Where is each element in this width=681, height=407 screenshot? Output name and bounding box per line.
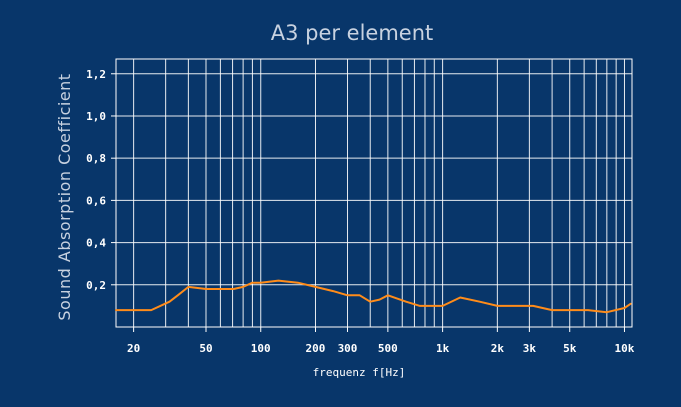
x-tick-label: 500 [378, 342, 398, 355]
x-tick-label: 100 [251, 342, 271, 355]
y-axis-ticks: 0,2 0,4 0,6 0,8 1,0 1,2 [86, 68, 116, 292]
y-tick-label: 0,6 [86, 194, 106, 207]
series-line [115, 279, 632, 314]
y-tick-label: 1,2 [86, 68, 106, 81]
axes [115, 58, 633, 328]
x-tick-label: 5k [563, 342, 577, 355]
x-axis-ticks: 20 50 100 200 300 500 1k 2k 3k 5k 10k [127, 327, 635, 355]
x-tick-label: 3k [523, 342, 537, 355]
x-tick-label: 2k [491, 342, 505, 355]
y-tick-label: 1,0 [86, 110, 106, 123]
grid [116, 59, 632, 327]
plot-frame [115, 58, 633, 328]
x-tick-label: 300 [338, 342, 358, 355]
series-layer [115, 279, 632, 314]
x-tick-label: 1k [436, 342, 450, 355]
x-tick-label: 50 [199, 342, 212, 355]
x-tick-label: 200 [306, 342, 326, 355]
y-axis-label: Sound Absorption Coefficient [55, 73, 74, 320]
y-tick-label: 0,8 [86, 152, 106, 165]
x-axis-label: frequenz f[Hz] [313, 366, 406, 379]
x-tick-label: 20 [127, 342, 140, 355]
y-tick-label: 0,2 [86, 279, 106, 292]
y-tick-label: 0,4 [86, 237, 106, 250]
chart-title: A3 per element [271, 21, 434, 45]
x-tick-label: 10k [615, 342, 635, 355]
